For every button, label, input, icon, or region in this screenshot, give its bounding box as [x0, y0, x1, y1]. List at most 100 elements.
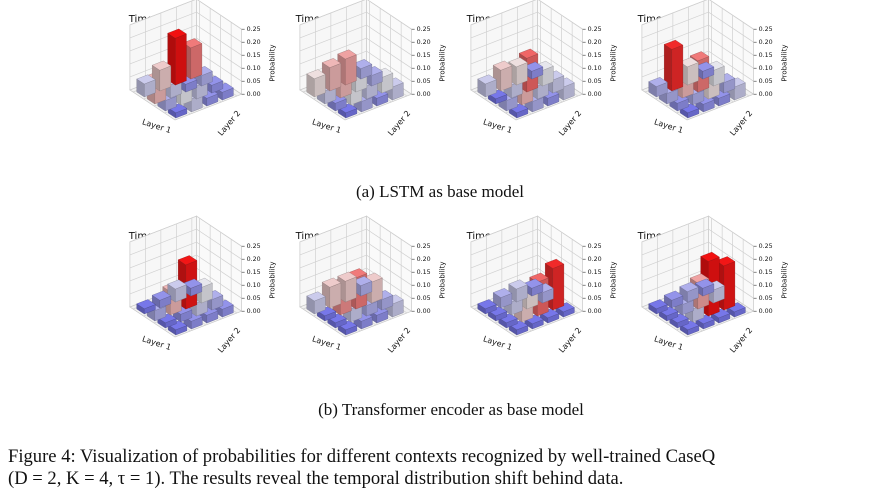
x-axis-label: Layer 1 [482, 117, 513, 135]
z-tick-label: 0.15 [759, 269, 773, 276]
z-axis-label: Probability [610, 261, 618, 298]
bar-layer1-3-layer2-1 [157, 313, 177, 329]
y-axis-label: Layer 2 [557, 109, 583, 138]
z-tick-label: 0.15 [588, 52, 602, 59]
z-tick-label: 0.15 [588, 269, 602, 276]
z-tick-label: 0.05 [417, 295, 431, 302]
z-tick-label: 0.10 [417, 282, 431, 289]
plot-transformer-t0: Time Step : 00.250.200.150.100.050.00Pro… [128, 215, 277, 355]
z-gridline [470, 228, 583, 260]
bar-layer1-4-layer2-1 [337, 320, 358, 336]
x-axis-label: Layer 1 [141, 117, 172, 135]
x-axis-label: Layer 1 [653, 117, 684, 135]
bar-face-right [671, 44, 684, 92]
z-gridline [129, 11, 242, 43]
figure-caption-line-1: Figure 4: Visualization of probabilities… [8, 446, 716, 467]
bar-face-right [190, 43, 203, 80]
z-gridline [641, 24, 754, 56]
bar-face-top [321, 277, 342, 288]
z-gridline [470, 24, 583, 56]
z-tick-label: 0.00 [588, 91, 602, 98]
z-gridline [641, 228, 754, 260]
bar-face-top [151, 60, 172, 71]
z-tick-label: 0.25 [759, 26, 773, 33]
bar-layer1-1-layer2-2 [151, 290, 172, 309]
bar-face-right [345, 54, 357, 86]
z-axis-label: Probability [781, 261, 789, 298]
bar-face-right [329, 63, 342, 92]
z-tick-label: 0.15 [759, 52, 773, 59]
bar-layer1-3-layer2-1 [669, 313, 689, 329]
z-gridline [299, 24, 412, 56]
bar-layer1-1-layer2-2 [321, 58, 342, 92]
bar-layer1-2-layer2-1 [487, 306, 508, 322]
z-tick-label: 0.25 [759, 243, 773, 250]
z-tick-label: 0.05 [588, 78, 602, 85]
bar-face-top [136, 74, 156, 85]
z-axis-label: Probability [269, 261, 277, 298]
bar-layer1-1-layer2-2 [321, 277, 342, 309]
bar-face-top [648, 77, 668, 87]
bar-face-top [663, 39, 684, 50]
z-tick-label: 0.20 [588, 39, 602, 46]
bar-layer1-4-layer2-1 [508, 103, 529, 119]
bar-face-top [136, 299, 156, 309]
bar-layer1-1-layer2-1 [477, 299, 497, 315]
plot-transformer-t20: Time Step : 200.250.200.150.100.050.00Pr… [466, 215, 618, 355]
bar-face-top [694, 278, 715, 289]
plot-lstm-t30: Time Step : 300.250.200.150.100.050.00Pr… [637, 0, 789, 138]
z-tick-label: 0.00 [759, 308, 773, 315]
z-tick-label: 0.25 [588, 243, 602, 250]
z-gridline [641, 11, 754, 43]
bar-face-top [700, 251, 720, 262]
bar-layer1-4-layer2-1 [167, 103, 188, 119]
bar-face-top [663, 290, 684, 301]
bar-layer1-4-layer2-1 [679, 103, 700, 119]
z-gridline [129, 215, 242, 247]
z-tick-label: 0.25 [417, 243, 431, 250]
z-gridline [641, 241, 754, 273]
bar-layer1-3-layer2-1 [327, 313, 347, 329]
plot-lstm-t10: Time Step : 100.250.200.150.100.050.00Pr… [295, 0, 447, 138]
bar-face-top [167, 279, 187, 290]
plot-lstm-t0: Time Step : 00.250.200.150.100.050.00Pro… [128, 0, 277, 138]
y-axis-label: Layer 2 [728, 109, 754, 138]
bar-layer1-1-layer2-1 [136, 74, 156, 98]
bar-layer1-4-layer2-4 [555, 302, 575, 318]
bar-layer1-2-layer2-1 [316, 306, 337, 322]
z-tick-label: 0.20 [417, 256, 431, 263]
bar-layer1-4-layer2-4 [726, 302, 746, 318]
figure-caption-line-2: (D = 2, K = 4, τ = 1). The results revea… [8, 468, 624, 489]
bar-layer1-1-layer2-1 [648, 299, 668, 315]
bar-face-top [321, 58, 342, 68]
bar-layer1-1-layer2-3 [167, 279, 187, 303]
y-axis-label: Layer 2 [728, 326, 754, 355]
x-axis-label: Layer 1 [311, 334, 342, 352]
bar-layer1-4-layer2-2 [695, 314, 715, 330]
z-tick-label: 0.15 [247, 52, 261, 59]
x-axis-label: Layer 1 [482, 334, 513, 352]
z-tick-label: 0.25 [588, 26, 602, 33]
bar-face-top [151, 290, 172, 301]
bar-layer1-4-layer2-3 [710, 308, 731, 324]
z-gridline [129, 37, 242, 69]
bar-face-top [726, 302, 746, 313]
bar-face-top [306, 291, 326, 302]
bar-face-top [337, 271, 357, 282]
bar-face-top [544, 258, 565, 269]
bar-face-top [679, 282, 699, 292]
bar-layer1-1-layer2-1 [306, 291, 326, 315]
z-tick-label: 0.05 [759, 78, 773, 85]
z-tick-label: 0.10 [247, 65, 261, 72]
bar-layer1-3-layer2-1 [498, 313, 518, 329]
z-tick-label: 0.15 [417, 269, 431, 276]
z-gridline [641, 215, 754, 247]
y-axis-label: Layer 2 [216, 109, 242, 138]
bar-face-top [477, 299, 497, 309]
bar-face-right [175, 33, 187, 86]
z-gridline [641, 0, 754, 30]
bar-face-top [337, 49, 357, 60]
bar-face-top [177, 255, 198, 266]
bar-layer1-2-layer2-1 [658, 306, 679, 322]
